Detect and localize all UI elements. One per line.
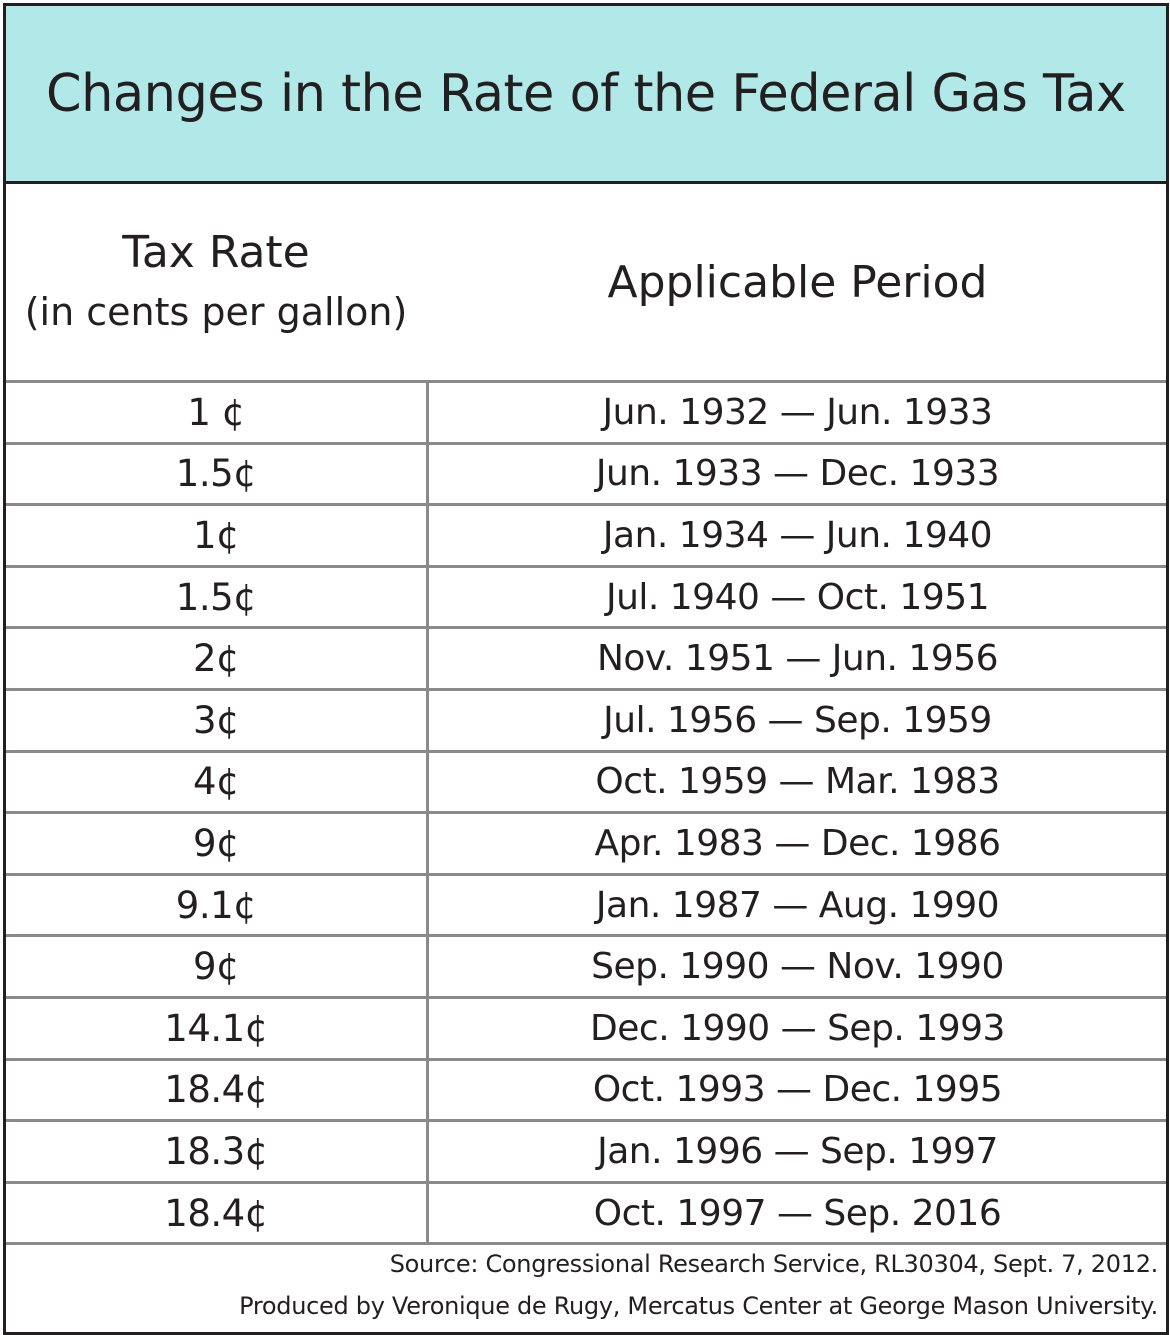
header-applicable-period: Applicable Period: [429, 184, 1166, 380]
table-header: Tax Rate (in cents per gallon) Applicabl…: [6, 184, 1166, 383]
title-bar: Changes in the Rate of the Federal Gas T…: [6, 6, 1166, 184]
applicable-period-cell: Jan. 1996 — Sep. 1997: [597, 1130, 998, 1172]
table-row: 3¢ Jul. 1956 — Sep. 1959: [6, 690, 1166, 753]
applicable-period-cell: Apr. 1983 — Dec. 1986: [594, 822, 1001, 864]
table-row: 18.4¢ Oct. 1997 — Sep. 2016: [6, 1183, 1166, 1246]
header-applicable-period-label: Applicable Period: [607, 256, 988, 308]
table-title: Changes in the Rate of the Federal Gas T…: [46, 63, 1126, 124]
table-row: 9¢ Apr. 1983 — Dec. 1986: [6, 814, 1166, 876]
applicable-period-cell: Oct. 1959 — Mar. 1983: [595, 761, 1000, 803]
table-row: 1.5¢ Jun. 1933 — Dec. 1933: [6, 444, 1166, 507]
tax-rate-cell: 4¢: [6, 752, 429, 812]
applicable-period-cell: Jul. 1940 — Oct. 1951: [605, 576, 990, 618]
applicable-period-cell: Oct. 1997 — Sep. 2016: [593, 1192, 1002, 1234]
applicable-period-cell: Oct. 1993 — Dec. 1995: [592, 1069, 1003, 1111]
header-tax-rate-sublabel: (in cents per gallon): [24, 290, 408, 334]
tax-rate-cell: 3¢: [6, 690, 429, 750]
tax-rate-cell: 9¢: [6, 937, 429, 996]
tax-rate-cell: 18.3¢: [6, 1122, 429, 1181]
tax-rate-cell: 18.4¢: [6, 1183, 429, 1243]
applicable-period-cell: Nov. 1951 — Jun. 1956: [596, 638, 999, 680]
table-frame: Changes in the Rate of the Federal Gas T…: [3, 3, 1169, 1335]
tax-rate-cell: 14.1¢: [6, 998, 429, 1058]
tax-rate-cell: 1¢: [6, 506, 429, 565]
applicable-period-cell: Jan. 1934 — Jun. 1940: [602, 514, 993, 556]
table-row: 9¢ Sep. 1990 — Nov. 1990: [6, 937, 1166, 999]
footer: Source: Congressional Research Service, …: [18, 1243, 1158, 1327]
tax-rate-cell: 9.1¢: [6, 875, 429, 935]
table-row: 18.3¢ Jan. 1996 — Sep. 1997: [6, 1122, 1166, 1184]
table-body: 1 ¢ Jun. 1932 — Jun. 1933 1.5¢ Jun. 1933 — …: [6, 383, 1166, 1246]
table-row: 9.1¢ Jan. 1987 — Aug. 1990: [6, 875, 1166, 938]
tax-rate-cell: 1.5¢: [6, 444, 429, 504]
tax-rate-cell: 18.4¢: [6, 1060, 429, 1120]
applicable-period-cell: Jun. 1932 — Jun. 1933: [602, 391, 993, 433]
tax-rate-cell: 1.5¢: [6, 567, 429, 627]
applicable-period-cell: Jun. 1933 — Dec. 1933: [595, 453, 1000, 495]
credit-note: Produced by Veronique de Rugy, Mercatus …: [239, 1292, 1158, 1320]
table-row: 18.4¢ Oct. 1993 — Dec. 1995: [6, 1060, 1166, 1123]
table-row: 1.5¢ Jul. 1940 — Oct. 1951: [6, 567, 1166, 630]
tax-rate-cell: 1 ¢: [6, 383, 429, 442]
header-tax-rate-label: Tax Rate: [122, 227, 310, 278]
table-row: 1 ¢ Jun. 1932 — Jun. 1933: [6, 383, 1166, 445]
table-row: 4¢ Oct. 1959 — Mar. 1983: [6, 752, 1166, 815]
applicable-period-cell: Sep. 1990 — Nov. 1990: [591, 946, 1004, 988]
applicable-period-cell: Jul. 1956 — Sep. 1959: [603, 699, 992, 741]
table-row: 2¢ Nov. 1951 — Jun. 1956: [6, 629, 1166, 691]
applicable-period-cell: Dec. 1990 — Sep. 1993: [590, 1007, 1005, 1049]
header-tax-rate: Tax Rate (in cents per gallon): [6, 184, 426, 380]
table-row: 14.1¢ Dec. 1990 — Sep. 1993: [6, 998, 1166, 1061]
tax-rate-cell: 2¢: [6, 629, 429, 688]
table-row: 1¢ Jan. 1934 — Jun. 1940: [6, 506, 1166, 568]
applicable-period-cell: Jan. 1987 — Aug. 1990: [595, 884, 1000, 926]
tax-rate-cell: 9¢: [6, 814, 429, 873]
source-note: Source: Congressional Research Service, …: [389, 1250, 1159, 1278]
